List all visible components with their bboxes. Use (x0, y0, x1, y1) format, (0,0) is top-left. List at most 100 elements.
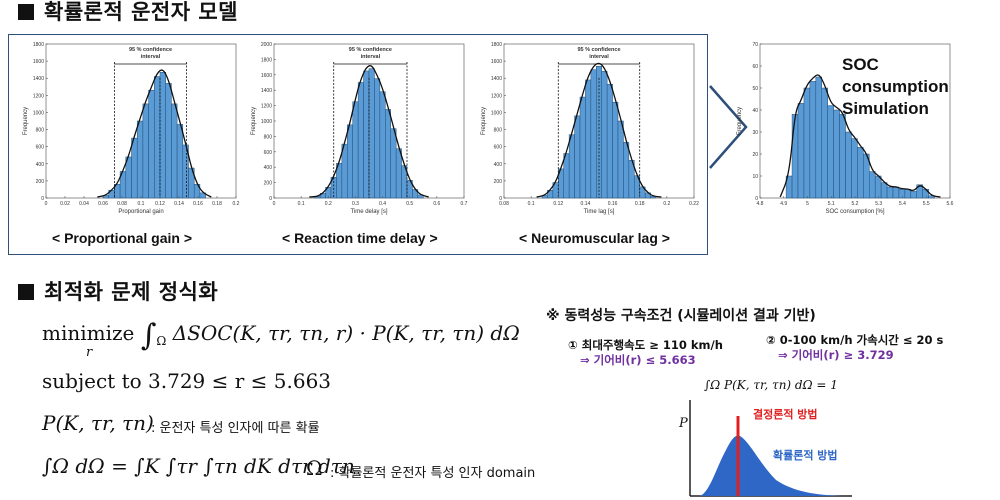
histogram-bar (165, 83, 172, 199)
soc-label-line-1: SOC (842, 55, 879, 74)
x-tick-label: 5.4 (899, 201, 906, 207)
histogram-bar (395, 148, 402, 199)
chart-soc-consumption: 4.8 4.9 5 5.1 5.2 5.3 5.4 5.5 5.6 0 10 20 30 40 50 60 70… (737, 42, 954, 215)
x-tick-label: 0.14 (581, 201, 591, 207)
omega-definition: ∫Ω dΩ = ∫K ∫τr ∫τn dK dτr dτn (42, 454, 355, 478)
y-tick-label: 30 (752, 130, 758, 136)
y-tick-label: 600 (494, 145, 503, 151)
histogram-bar (791, 114, 799, 199)
y-axis-label: Frequency (23, 107, 29, 135)
y-tick-label: 60 (752, 64, 758, 70)
histogram-bar (368, 68, 375, 199)
histogram-bar (839, 114, 846, 199)
histogram-bar (136, 120, 144, 199)
caption-neuromuscular-lag: < Neuromuscular lag > (519, 230, 670, 246)
ci-annotation-text: 95 % confidence (349, 47, 392, 53)
probability-density-area (700, 435, 842, 496)
y-tick-label: 1800 (261, 57, 272, 63)
histogram-bar (601, 71, 608, 199)
histogram-bar (892, 186, 900, 199)
y-tick-label: 600 (36, 145, 45, 151)
x-tick-label: 0.08 (117, 201, 127, 207)
x-tick-label: 0.08 (499, 201, 509, 207)
histogram-bar (357, 82, 364, 199)
soc-label-line-3: Simulation (842, 99, 929, 118)
x-axis-label: Proportional gain (118, 209, 163, 215)
mini-p-label: P (679, 416, 688, 431)
x-tick-label: 0.1 (138, 201, 145, 207)
y-tick-label: 1800 (491, 42, 502, 48)
x-tick-label: 0.02 (60, 201, 70, 207)
mini-distribution-plot (689, 400, 852, 497)
probabilistic-label: 확률론적 방법 (773, 449, 838, 462)
x-tick-label: 5.5 (923, 201, 930, 207)
histogram-bar (809, 81, 817, 199)
histogram-bar (379, 91, 386, 199)
y-tick-label: 1200 (261, 104, 272, 110)
ci-annotation-text: interval (361, 54, 381, 60)
histogram-bar (563, 153, 570, 199)
chevron-right-icon (709, 85, 748, 169)
x-tick-label: 0.12 (155, 201, 165, 207)
x-tick-label: 0.1 (298, 201, 305, 207)
histogram-bar (199, 192, 206, 199)
histogram-bar (568, 134, 575, 199)
y-tick-label: 200 (264, 181, 273, 187)
y-tick-label: 400 (36, 162, 45, 168)
objective-formula: minimize ∫Ω ΔSOC(K, τr, τn, r) · P(K, τr… (42, 318, 520, 353)
caption-proportional-gain: < Proportional gain > (52, 230, 193, 246)
y-axis-label: Frequency (481, 107, 487, 135)
histogram-bar (886, 186, 894, 199)
histogram-bar (148, 89, 155, 199)
y-tick-label: 200 (494, 179, 503, 185)
x-tick-label: 0.22 (689, 201, 699, 207)
histogram-bar (851, 138, 858, 199)
histogram-bar (363, 70, 370, 199)
x-axis-label: SOC consumption [%] (825, 209, 884, 215)
constraint-1: ① 최대주행속도 ≥ 110 km/h (568, 338, 723, 352)
histogram-bar (142, 103, 149, 199)
y-tick-label: 40 (752, 108, 758, 114)
histogram-bar (904, 188, 912, 199)
histogram-bar (910, 191, 917, 199)
y-tick-label: 1400 (491, 76, 502, 82)
x-tick-label: 0.5 (406, 201, 413, 207)
x-tick-label: 5.1 (828, 201, 835, 207)
bullet-square-icon (18, 4, 34, 20)
x-tick-label: 5.2 (852, 201, 859, 207)
x-tick-label: 4.8 (757, 201, 764, 207)
constraint-1-result: ⇒ 기어비(r) ≤ 5.663 (580, 353, 696, 367)
histogram-bar (803, 87, 811, 199)
y-tick-label: 400 (494, 162, 503, 168)
y-tick-label: 1000 (491, 110, 502, 116)
section2-title: 최적화 문제 정식화 (18, 276, 218, 306)
histogram-bar (623, 142, 630, 199)
histogram-bar (390, 128, 397, 199)
x-tick-label: 4.9 (780, 201, 787, 207)
histogram-bar (171, 103, 178, 199)
histogram-bar (857, 147, 864, 199)
fitted-distribution-curve (309, 65, 429, 198)
histogram-bar (797, 103, 805, 199)
p-definition-note: : 운전자 특성 인자에 따른 확률 (151, 421, 320, 436)
subject-to-formula: subject to 3.729 ≤ r ≤ 5.663 (42, 369, 332, 393)
y-tick-label: 800 (494, 128, 503, 134)
histogram-bar (154, 76, 161, 199)
x-tick-label: 0.16 (608, 201, 618, 207)
x-tick-label: 0 (45, 201, 48, 207)
x-tick-label: 0.14 (174, 201, 184, 207)
y-tick-label: 0 (755, 196, 758, 202)
y-tick-label: 0 (41, 196, 44, 202)
y-axis-label: Frequency (737, 107, 743, 135)
y-tick-label: 1000 (261, 119, 272, 125)
x-axis-label: Time lag [s] (584, 209, 615, 215)
histogram-bar (341, 143, 348, 199)
histogram-bar (845, 131, 852, 199)
x-tick-label: 0 (273, 201, 276, 207)
omega-note: : 확률론적 운전자 특성 인자 domain (330, 466, 536, 481)
y-tick-label: 50 (752, 86, 758, 92)
histogram-panel-frame (8, 34, 708, 255)
y-tick-label: 1800 (33, 42, 44, 48)
histogram-bar (827, 105, 834, 199)
